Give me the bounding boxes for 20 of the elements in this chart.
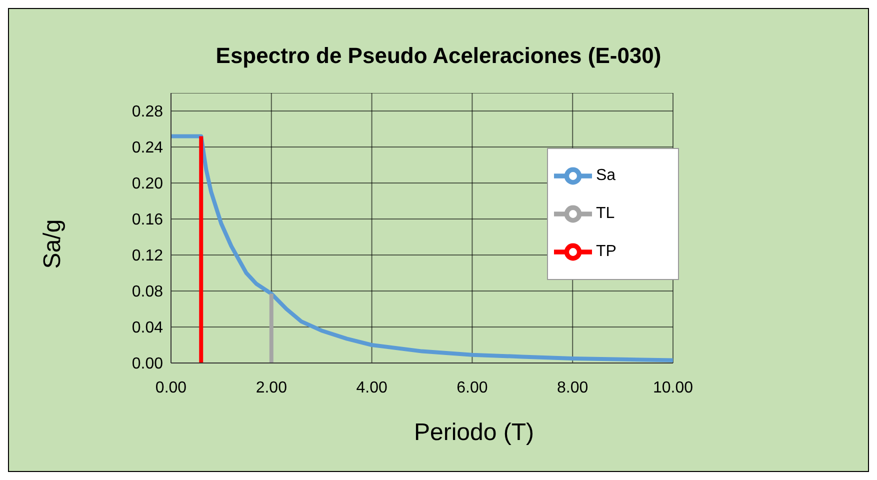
y-tick-label: 0.20 [132,176,164,193]
x-tick-label: 6.00 [456,379,488,396]
y-tick-label: 0.12 [132,248,164,265]
x-tick-label: 4.00 [356,379,388,396]
legend-label: TP [596,243,616,260]
legend-label: TL [596,205,615,222]
x-axis-title: Periodo (T) [412,419,536,447]
y-axis-title: Sa/g [39,218,67,271]
x-tick-label: 2.00 [256,379,288,396]
y-tick-label: 0.00 [132,356,164,373]
y-tick-label: 0.24 [132,140,164,157]
y-tick-label: 0.08 [132,284,164,301]
y-tick-label: 0.16 [132,212,164,229]
x-tick-label: 8.00 [557,379,588,396]
chart-title: Espectro de Pseudo Aceleraciones (E-030) [214,43,662,69]
legend-label: Sa [596,167,616,184]
x-tick-label: 0.00 [155,379,187,396]
x-tick-label: 10.00 [652,379,694,396]
y-tick-label: 0.04 [132,320,164,337]
y-tick-label: 0.28 [132,104,164,121]
